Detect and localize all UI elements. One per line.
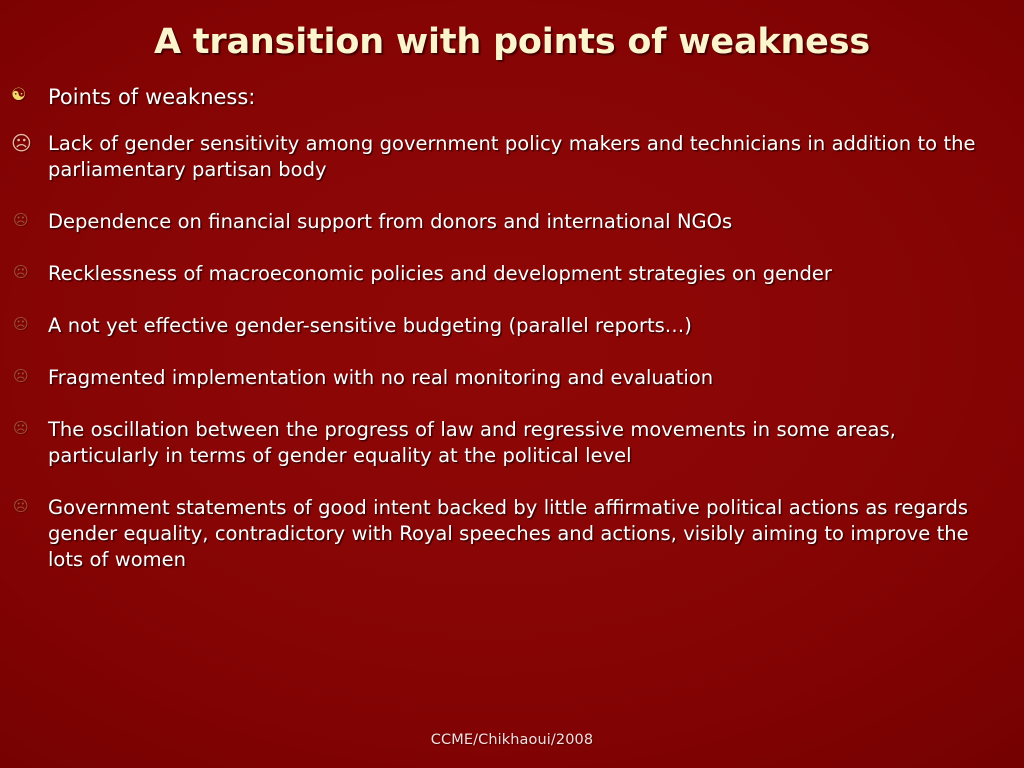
footer-label: CCME/Chikhaoui/2008 xyxy=(430,732,594,748)
list-item: ☹ The oscillation between the progress o… xyxy=(0,417,1024,469)
list-item-label: Points of weakness: xyxy=(48,85,256,109)
frowning-face-icon: ☹ xyxy=(13,211,29,229)
list-item-label: Fragmented implementation with no real m… xyxy=(48,366,714,389)
list-item-label: The oscillation between the progress of … xyxy=(48,418,896,467)
slide-title-block: A transition with points of weakness xyxy=(0,22,1024,62)
frowning-face-icon: ☹ xyxy=(13,497,29,515)
list-item: ☹ Dependence on financial support from d… xyxy=(0,209,1024,235)
bullet-list: ☯ Points of weakness: ☹ Lack of gender s… xyxy=(0,84,1024,599)
list-item-label: A not yet effective gender-sensitive bud… xyxy=(48,314,692,337)
frowning-face-icon: ☹ xyxy=(11,131,32,155)
list-item-label: Government statements of good intent bac… xyxy=(48,496,969,571)
yin-yang-icon: ☯ xyxy=(11,85,27,105)
list-item-label: Recklessness of macroeconomic policies a… xyxy=(48,262,832,285)
list-item: ☹ Lack of gender sensitivity among gover… xyxy=(0,131,1024,183)
list-item-label: Dependence on financial support from don… xyxy=(48,210,733,233)
list-item: ☹ Recklessness of macroeconomic policies… xyxy=(0,261,1024,287)
frowning-face-icon: ☹ xyxy=(13,419,29,437)
page-title: A transition with points of weakness xyxy=(154,22,870,62)
frowning-face-icon: ☹ xyxy=(13,263,29,281)
frowning-face-icon: ☹ xyxy=(13,367,29,385)
list-item: ☹ Government statements of good intent b… xyxy=(0,495,1024,573)
list-item: ☯ Points of weakness: xyxy=(0,84,1024,111)
list-item: ☹ Fragmented implementation with no real… xyxy=(0,365,1024,391)
list-item-label: Lack of gender sensitivity among governm… xyxy=(48,132,976,181)
frowning-face-icon: ☹ xyxy=(13,315,29,333)
slide-footer: CCME/Chikhaoui/2008 xyxy=(0,729,1024,748)
list-item: ☹ A not yet effective gender-sensitive b… xyxy=(0,313,1024,339)
